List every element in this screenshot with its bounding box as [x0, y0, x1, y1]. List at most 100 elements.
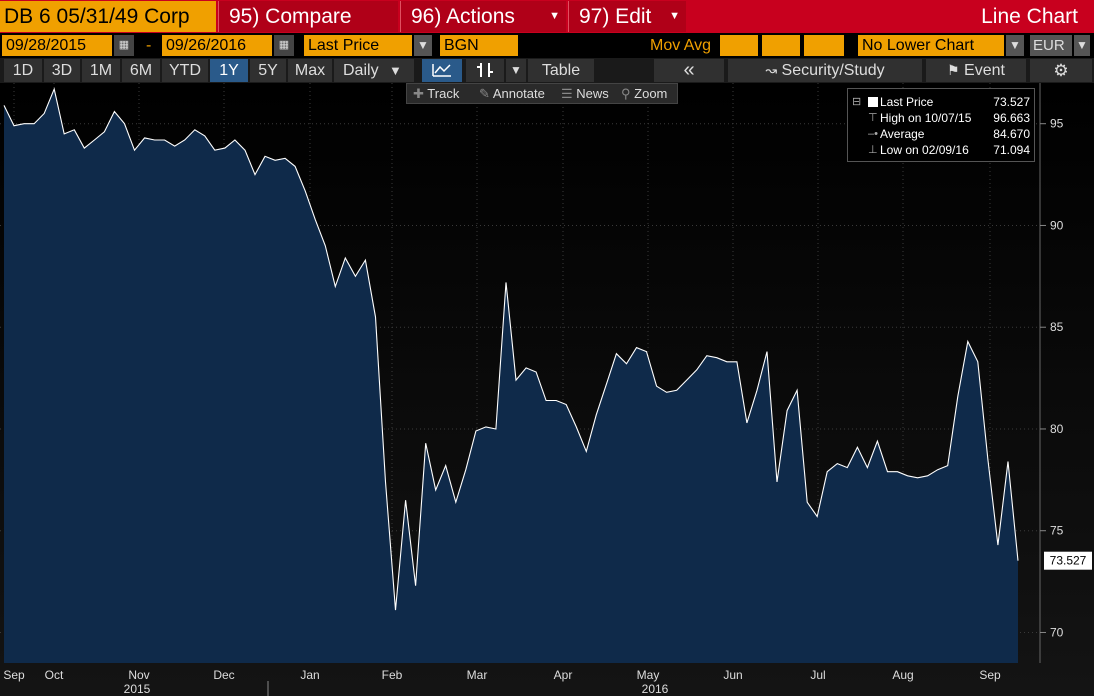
frequency-label: Daily [343, 62, 379, 79]
news-label: News [576, 86, 609, 101]
security-study-label: Security/Study [781, 62, 885, 79]
annotate-label: Annotate [492, 86, 545, 101]
white-square-icon [868, 97, 878, 107]
legend-last-label: Last Price [880, 95, 934, 109]
legend-high-label: High on 10/07/15 [880, 111, 972, 125]
table-button[interactable]: Table [528, 59, 594, 82]
year-label: 2015 [124, 682, 151, 696]
chevron-down-icon: ▼ [389, 63, 402, 78]
legend-last-value: 73.527 [993, 95, 1030, 109]
x-tick-label: Apr [554, 668, 573, 682]
field-select[interactable]: Last Price [304, 35, 412, 56]
x-tick-label: Jul [810, 668, 825, 682]
legend-high-value: 96.663 [993, 111, 1030, 125]
start-date-field[interactable]: 09/28/2015 [2, 35, 112, 56]
chart-legend: ⊟ Last Price 73.527 ⊤ High on 10/07/15 9… [847, 88, 1035, 162]
x-tick-label: Jun [723, 668, 742, 682]
legend-low-label: Low on 02/09/16 [880, 143, 969, 157]
mov-avg-field-3[interactable] [804, 35, 844, 56]
low-marker-icon: ⊥ [868, 144, 878, 156]
price-area [4, 89, 1018, 664]
end-date-field[interactable]: 09/26/2016 [162, 35, 272, 56]
price-chart[interactable]: 70 75 80 85 90 95 Sep Oct Nov Dec Jan Feb Mar Apr May… [0, 83, 1094, 696]
track-tool[interactable]: ✚ Track [413, 84, 459, 103]
zoom-tool[interactable]: ⚲ Zoom [621, 84, 667, 103]
legend-average-label: Average [880, 127, 925, 141]
chevron-down-icon: ▼ [549, 10, 560, 22]
price-line [3, 87, 1019, 611]
chart-type-title: Line Chart [981, 5, 1078, 28]
y-tick-label: 80 [1050, 422, 1064, 436]
legend-low-value: 71.094 [993, 143, 1030, 157]
y-tick-label: 85 [1050, 320, 1064, 334]
mov-avg-field-2[interactable] [762, 35, 800, 56]
y-tick-label: 95 [1050, 117, 1064, 131]
collapse-icon[interactable]: ⊟ [852, 96, 862, 108]
pricing-source-field[interactable]: BGN [440, 35, 518, 56]
chevron-down-icon[interactable]: ▼ [506, 59, 526, 82]
actions-menu[interactable]: 96) Actions ▼ [400, 1, 566, 32]
candlestick-icon[interactable] [466, 59, 504, 82]
x-tick-label: Sep [979, 668, 1001, 682]
period-1y[interactable]: 1Y [210, 59, 248, 82]
period-max[interactable]: Max [288, 59, 332, 82]
legend-average: –• Average 84.670 [848, 126, 1034, 142]
x-tick-label: Feb [382, 668, 403, 682]
x-tick-label: Aug [892, 668, 913, 682]
currency-select[interactable]: EUR [1030, 35, 1072, 56]
legend-low: ⊥ Low on 02/09/16 71.094 [848, 142, 1034, 158]
frequency-select[interactable]: Daily ▼ [334, 59, 414, 82]
compare-label: 95) Compare [229, 5, 352, 28]
period-5y[interactable]: 5Y [250, 59, 286, 82]
title-bar: DB 6 05/31/49 Corp 95) Compare 96) Actio… [0, 0, 1094, 33]
x-axis: Sep Oct Nov Dec Jan Feb Mar Apr May Jun Jul Aug Sep 2… [3, 668, 1001, 696]
y-axis: 70 75 80 85 90 95 [1040, 117, 1064, 639]
legend-high: ⊤ High on 10/07/15 96.663 [848, 110, 1034, 126]
legend-last-price: ⊟ Last Price 73.527 [848, 94, 1034, 110]
last-price-tag: 73.527 [1044, 551, 1092, 570]
flag-icon: ⚑ [947, 62, 960, 78]
period-1d[interactable]: 1D [4, 59, 42, 82]
actions-label: 96) Actions [411, 5, 515, 28]
high-marker-icon: ⊤ [868, 112, 878, 124]
line-chart-icon[interactable] [422, 59, 462, 82]
average-marker-icon: –• [868, 128, 878, 140]
x-tick-label: Jan [300, 668, 319, 682]
last-price-label: 73.527 [1050, 554, 1087, 568]
event-button[interactable]: ⚑ Event [926, 59, 1026, 82]
annotate-tool[interactable]: ✎ Annotate [479, 84, 545, 103]
date-separator: - [146, 37, 152, 54]
calendar-icon[interactable]: ▦ [274, 35, 294, 56]
chevron-down-icon[interactable]: ▼ [1006, 35, 1024, 56]
legend-average-value: 84.670 [993, 127, 1030, 141]
compare-menu[interactable]: 95) Compare [218, 1, 398, 32]
chart-tools-bar: ✚ Track ✎ Annotate ☰ News ⚲ Zoom [406, 83, 678, 104]
period-ytd[interactable]: YTD [162, 59, 208, 82]
security-study-button[interactable]: ↝ Security/Study [728, 59, 922, 82]
security-ticker[interactable]: DB 6 05/31/49 Corp [0, 1, 216, 32]
mov-avg-field-1[interactable] [720, 35, 758, 56]
period-3d[interactable]: 3D [44, 59, 80, 82]
track-label: Track [427, 86, 460, 101]
chevron-down-icon: ▼ [669, 10, 680, 22]
calendar-icon[interactable]: ▦ [114, 35, 134, 56]
mov-avg-label: Mov Avg [650, 37, 712, 54]
news-icon: ☰ [561, 86, 573, 101]
magnifier-icon: ⚲ [621, 86, 631, 101]
year-label: 2016 [642, 682, 669, 696]
collapse-left-icon[interactable]: « [654, 59, 724, 82]
chevron-down-icon[interactable]: ▼ [1074, 35, 1090, 56]
x-tick-label: Mar [467, 668, 488, 682]
chevron-down-icon[interactable]: ▼ [414, 35, 432, 56]
period-toolbar: 1D 3D 1M 6M YTD 1Y 5Y Max Daily ▼ ▼ Tabl… [0, 58, 1094, 83]
settings-row: 09/28/2015 ▦ - 09/26/2016 ▦ Last Price ▼… [0, 33, 1094, 58]
zoom-label: Zoom [634, 86, 668, 101]
pencil-icon: ✎ [479, 86, 490, 101]
news-tool[interactable]: ☰ News [561, 84, 609, 103]
period-6m[interactable]: 6M [122, 59, 160, 82]
gear-icon[interactable]: ⚙ [1030, 59, 1092, 82]
period-1m[interactable]: 1M [82, 59, 120, 82]
lower-chart-select[interactable]: No Lower Chart [858, 35, 1004, 56]
edit-menu[interactable]: 97) Edit ▼ [568, 1, 686, 32]
x-tick-label: Sep [3, 668, 25, 682]
